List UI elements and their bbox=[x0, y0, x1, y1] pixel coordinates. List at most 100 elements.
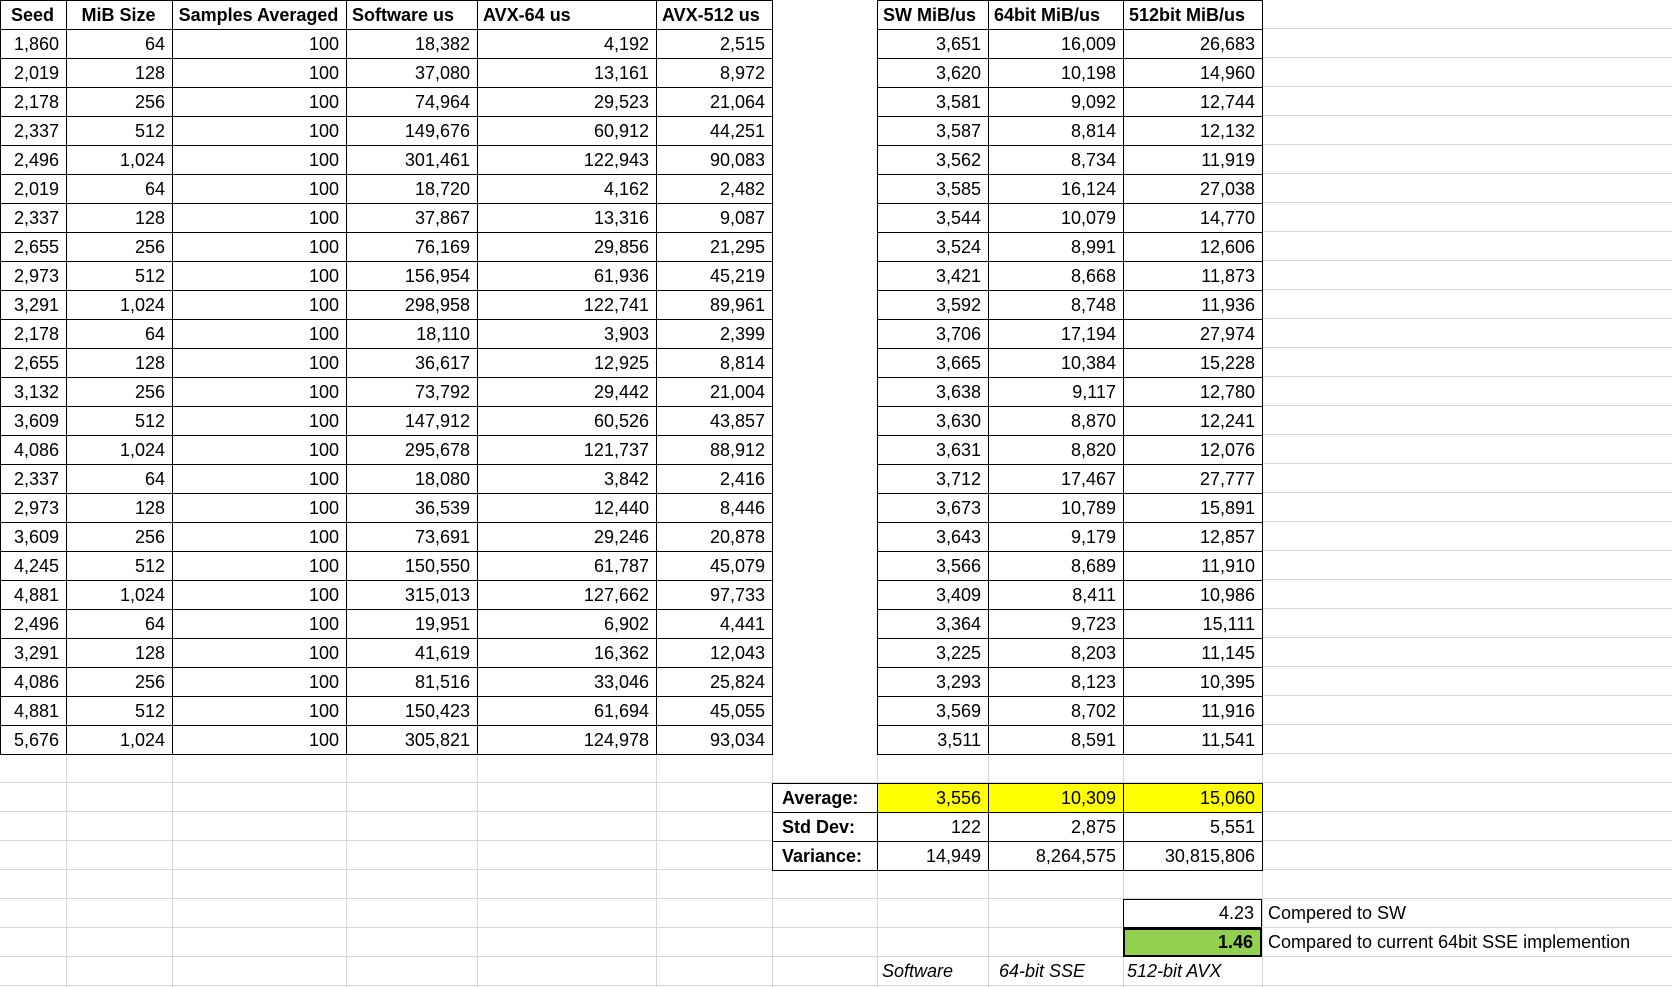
cell[interactable]: 8,820 bbox=[988, 435, 1124, 465]
cell[interactable]: 100 bbox=[172, 493, 347, 523]
cell[interactable]: 21,004 bbox=[656, 377, 773, 407]
column-label-software[interactable]: Software bbox=[882, 961, 954, 981]
cell[interactable]: 100 bbox=[172, 638, 347, 668]
cell[interactable]: 305,821 bbox=[346, 725, 478, 755]
cell[interactable]: 8,870 bbox=[988, 406, 1124, 436]
header-samples-averaged[interactable]: Samples Averaged bbox=[172, 0, 347, 30]
cell[interactable]: 14,949 bbox=[877, 841, 989, 871]
cell[interactable]: 128 bbox=[66, 203, 173, 233]
cell[interactable]: 29,523 bbox=[477, 87, 657, 117]
cell[interactable]: 27,974 bbox=[1123, 319, 1263, 349]
cell[interactable]: 10,395 bbox=[1123, 667, 1263, 697]
cell[interactable]: 8,264,575 bbox=[988, 841, 1124, 871]
cell[interactable]: 256 bbox=[66, 522, 173, 552]
cell[interactable]: 20,878 bbox=[656, 522, 773, 552]
cell[interactable]: 3,620 bbox=[877, 58, 989, 88]
cell[interactable]: 512 bbox=[66, 696, 173, 726]
cell[interactable]: 8,203 bbox=[988, 638, 1124, 668]
cell[interactable]: 3,364 bbox=[877, 609, 989, 639]
cell[interactable]: 11,541 bbox=[1123, 725, 1263, 755]
cell[interactable]: 100 bbox=[172, 464, 347, 494]
cell[interactable]: 2,973 bbox=[0, 493, 67, 523]
header-seed[interactable]: Seed bbox=[0, 0, 67, 30]
cell[interactable]: 512 bbox=[66, 406, 173, 436]
cell[interactable]: 17,467 bbox=[988, 464, 1124, 494]
cell[interactable]: 4,881 bbox=[0, 696, 67, 726]
cell[interactable]: 16,124 bbox=[988, 174, 1124, 204]
cell[interactable]: 93,034 bbox=[656, 725, 773, 755]
header-avx64-us[interactable]: AVX-64 us bbox=[477, 0, 657, 30]
cell[interactable]: 76,169 bbox=[346, 232, 478, 262]
cell[interactable]: Average: bbox=[772, 783, 878, 813]
cell[interactable]: 44,251 bbox=[656, 116, 773, 146]
cell[interactable]: 3,562 bbox=[877, 145, 989, 175]
cell[interactable]: 3,631 bbox=[877, 435, 989, 465]
cell[interactable]: 8,991 bbox=[988, 232, 1124, 262]
cell[interactable]: Std Dev: bbox=[772, 812, 878, 842]
cell[interactable]: 5,676 bbox=[0, 725, 67, 755]
cell[interactable]: 8,734 bbox=[988, 145, 1124, 175]
cell[interactable]: 2,973 bbox=[0, 261, 67, 291]
cell[interactable]: 10,986 bbox=[1123, 580, 1263, 610]
cell[interactable]: 3,585 bbox=[877, 174, 989, 204]
cell[interactable]: 10,384 bbox=[988, 348, 1124, 378]
cell[interactable]: 100 bbox=[172, 435, 347, 465]
cell[interactable]: 21,064 bbox=[656, 87, 773, 117]
cell[interactable]: 1,860 bbox=[0, 29, 67, 59]
cell[interactable]: 3,903 bbox=[477, 319, 657, 349]
cell[interactable]: 81,516 bbox=[346, 667, 478, 697]
cell[interactable]: 256 bbox=[66, 232, 173, 262]
cell[interactable]: 2,515 bbox=[656, 29, 773, 59]
cell[interactable]: 100 bbox=[172, 116, 347, 146]
cell[interactable]: 29,856 bbox=[477, 232, 657, 262]
cell[interactable]: 12,857 bbox=[1123, 522, 1263, 552]
cell[interactable]: 89,961 bbox=[656, 290, 773, 320]
cell[interactable]: 100 bbox=[172, 522, 347, 552]
cell[interactable]: 3,581 bbox=[877, 87, 989, 117]
cell[interactable]: 128 bbox=[66, 58, 173, 88]
header-512bit-mib-us[interactable]: 512bit MiB/us bbox=[1123, 0, 1263, 30]
cell[interactable]: 1,024 bbox=[66, 580, 173, 610]
cell[interactable]: 121,737 bbox=[477, 435, 657, 465]
cell[interactable]: 15,060 bbox=[1123, 783, 1263, 813]
cell[interactable]: 100 bbox=[172, 29, 347, 59]
cell[interactable]: 10,198 bbox=[988, 58, 1124, 88]
cell[interactable]: 100 bbox=[172, 145, 347, 175]
cell[interactable]: 4,086 bbox=[0, 667, 67, 697]
cell[interactable]: 3,706 bbox=[877, 319, 989, 349]
cell[interactable]: 3,291 bbox=[0, 638, 67, 668]
cell[interactable]: 27,038 bbox=[1123, 174, 1263, 204]
cell[interactable]: 97,733 bbox=[656, 580, 773, 610]
speedup-vs-sw-note[interactable]: Compered to SW bbox=[1268, 903, 1407, 923]
cell[interactable]: 18,080 bbox=[346, 464, 478, 494]
cell[interactable]: 100 bbox=[172, 667, 347, 697]
cell[interactable]: 3,556 bbox=[877, 783, 989, 813]
cell[interactable]: 4,881 bbox=[0, 580, 67, 610]
cell[interactable]: 18,720 bbox=[346, 174, 478, 204]
cell[interactable]: 100 bbox=[172, 725, 347, 755]
cell[interactable]: 12,241 bbox=[1123, 406, 1263, 436]
cell[interactable]: 12,744 bbox=[1123, 87, 1263, 117]
cell[interactable]: 128 bbox=[66, 348, 173, 378]
cell[interactable]: 12,780 bbox=[1123, 377, 1263, 407]
cell[interactable]: 100 bbox=[172, 551, 347, 581]
cell[interactable]: 3,421 bbox=[877, 261, 989, 291]
cell[interactable]: 100 bbox=[172, 174, 347, 204]
cell[interactable]: 100 bbox=[172, 580, 347, 610]
cell[interactable]: 128 bbox=[66, 493, 173, 523]
cell[interactable]: 3,132 bbox=[0, 377, 67, 407]
cell[interactable]: 3,592 bbox=[877, 290, 989, 320]
cell[interactable]: 2,178 bbox=[0, 319, 67, 349]
cell[interactable]: 100 bbox=[172, 348, 347, 378]
cell[interactable]: 2,019 bbox=[0, 174, 67, 204]
cell[interactable]: 128 bbox=[66, 638, 173, 668]
cell[interactable]: 2,655 bbox=[0, 232, 67, 262]
cell[interactable]: 100 bbox=[172, 319, 347, 349]
cell[interactable]: 15,891 bbox=[1123, 493, 1263, 523]
cell[interactable]: 127,662 bbox=[477, 580, 657, 610]
cell[interactable]: 10,079 bbox=[988, 203, 1124, 233]
cell[interactable]: 45,219 bbox=[656, 261, 773, 291]
cell[interactable]: 36,539 bbox=[346, 493, 478, 523]
cell[interactable]: 3,673 bbox=[877, 493, 989, 523]
cell[interactable]: 2,482 bbox=[656, 174, 773, 204]
